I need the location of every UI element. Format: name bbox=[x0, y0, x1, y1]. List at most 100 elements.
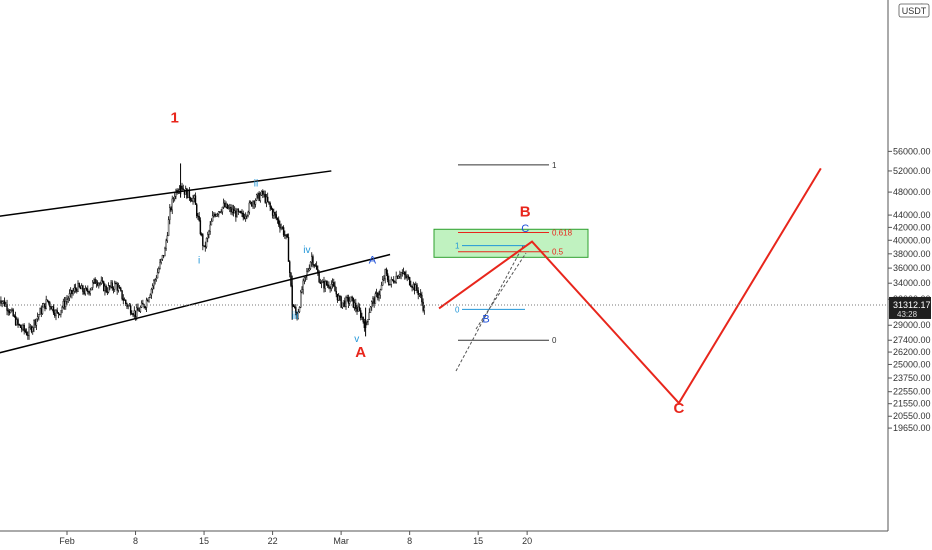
candle-body bbox=[407, 276, 410, 278]
candle-body bbox=[101, 280, 104, 282]
candle-body bbox=[178, 189, 181, 192]
price-axis[interactable]: 56000.00 52000.00 48000.00 44000.00 42000.00… bbox=[887, 0, 931, 531]
currency-badge-frame bbox=[898, 3, 930, 18]
candle-body bbox=[50, 306, 52, 310]
candle-body bbox=[220, 211, 222, 213]
price-tick-label: 21550.00 bbox=[893, 399, 931, 409]
candle-body bbox=[114, 282, 116, 290]
candle-body bbox=[41, 306, 44, 314]
candle-body bbox=[46, 299, 49, 302]
candle-body bbox=[105, 285, 107, 292]
candle-body bbox=[366, 321, 368, 323]
candle-body bbox=[352, 297, 355, 308]
candle-body bbox=[77, 283, 79, 292]
candle-body bbox=[401, 272, 404, 274]
candle-body bbox=[24, 330, 27, 333]
price-tick-label: 40000.00 bbox=[893, 235, 931, 245]
candle-body bbox=[148, 297, 150, 302]
candle-body bbox=[80, 285, 83, 290]
candle-body bbox=[197, 215, 199, 217]
wave-label: C bbox=[521, 223, 529, 235]
candle-body bbox=[192, 198, 194, 202]
candle-body bbox=[423, 307, 426, 311]
candle-body bbox=[2, 300, 5, 302]
candle-body bbox=[129, 305, 132, 314]
wave-label: 1 bbox=[171, 109, 179, 126]
candle-body bbox=[247, 212, 249, 216]
candle-body bbox=[417, 290, 419, 296]
time-tick-label: 15 bbox=[473, 536, 483, 546]
candle-body bbox=[62, 301, 65, 308]
candle-body bbox=[312, 256, 314, 265]
time-axis[interactable]: Feb 8 15 22 Mar 8 15 20 bbox=[0, 530, 888, 546]
candle-body bbox=[166, 235, 169, 242]
candle-body bbox=[117, 286, 120, 291]
bar-countdown: 43:28 bbox=[897, 310, 918, 319]
candle-body bbox=[43, 303, 45, 308]
candle-body bbox=[280, 227, 282, 229]
candle-body bbox=[399, 274, 401, 277]
candle-body bbox=[230, 207, 232, 213]
candle-body bbox=[84, 288, 87, 294]
candle-body bbox=[8, 310, 11, 313]
candle-body bbox=[155, 277, 158, 280]
candle-body bbox=[408, 277, 411, 286]
candle-body bbox=[171, 198, 173, 211]
candle-body bbox=[58, 313, 61, 315]
candle-body bbox=[339, 295, 341, 298]
candle-body bbox=[83, 291, 85, 294]
candle-body bbox=[295, 307, 297, 313]
candle-body bbox=[390, 279, 392, 285]
candle-body bbox=[71, 289, 73, 294]
candle-body bbox=[292, 305, 295, 307]
price-tick-label: 22550.00 bbox=[893, 387, 931, 397]
wave-label: iii bbox=[292, 311, 299, 322]
candle-body bbox=[363, 321, 366, 329]
candle-body bbox=[131, 312, 133, 315]
candle-body bbox=[189, 197, 192, 201]
candle-body bbox=[368, 312, 370, 320]
candle-body bbox=[11, 309, 13, 311]
candle-body bbox=[216, 213, 219, 216]
candle-body bbox=[222, 202, 225, 208]
candle-body bbox=[389, 283, 391, 286]
candle-body bbox=[85, 288, 88, 290]
candle-body bbox=[296, 312, 298, 319]
candle-body bbox=[265, 196, 268, 203]
candle-body bbox=[329, 287, 331, 289]
candle-body bbox=[143, 304, 145, 308]
candle-body bbox=[323, 280, 325, 289]
candle-body bbox=[72, 290, 74, 294]
price-tick-label: 48000.00 bbox=[893, 187, 931, 197]
price-tick-label: 19650.00 bbox=[893, 423, 931, 433]
candle-body bbox=[23, 325, 25, 331]
candle-body bbox=[315, 265, 318, 270]
candle-body bbox=[150, 288, 153, 296]
candle-body bbox=[396, 275, 399, 279]
candle-body bbox=[106, 291, 109, 293]
candle-body bbox=[147, 299, 149, 302]
currency-badge: USDT bbox=[898, 3, 930, 18]
wave-label: A bbox=[355, 344, 366, 361]
candle-body bbox=[211, 215, 214, 222]
candle-body bbox=[287, 237, 290, 262]
candle-body bbox=[132, 314, 134, 316]
candle-body bbox=[229, 207, 231, 209]
candle-body bbox=[337, 295, 340, 301]
candle-body bbox=[386, 273, 389, 281]
candle-body bbox=[333, 282, 335, 287]
candle-body bbox=[52, 306, 55, 314]
candle-body bbox=[125, 299, 127, 304]
fib-extension-label: 0 bbox=[455, 305, 460, 314]
candle-body bbox=[249, 201, 252, 204]
candle-body bbox=[260, 191, 263, 196]
candle-body bbox=[361, 316, 363, 319]
time-tick-label: 8 bbox=[133, 536, 138, 546]
candle-body bbox=[28, 326, 30, 336]
candle-body bbox=[298, 307, 301, 313]
candle-body bbox=[107, 285, 110, 293]
candle-body bbox=[175, 190, 177, 197]
candle-body bbox=[400, 272, 402, 275]
candle-body bbox=[421, 294, 423, 303]
